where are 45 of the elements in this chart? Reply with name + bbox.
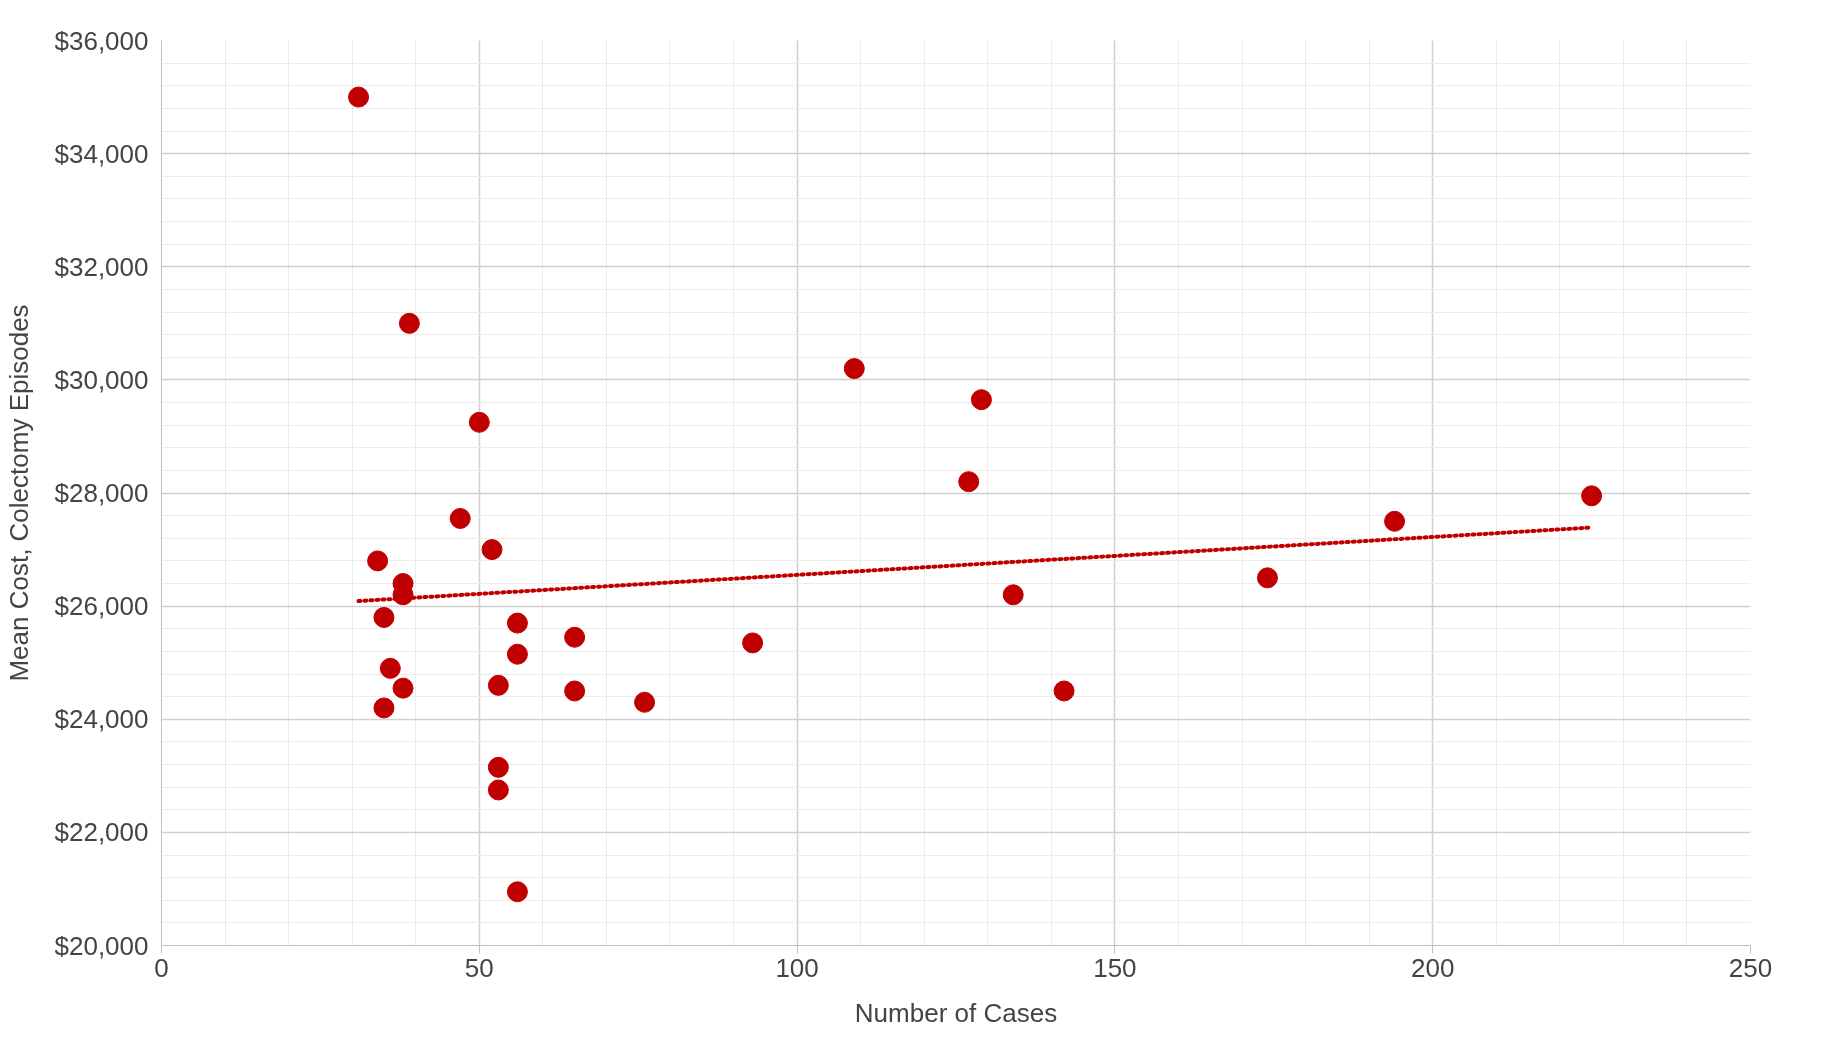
x-axis-title: Number of Cases	[854, 997, 1058, 1028]
y-tick-label: $20,000	[54, 930, 149, 961]
x-tick-label: 100	[775, 952, 819, 983]
x-tick-label: 50	[464, 952, 494, 983]
point	[487, 779, 509, 801]
point	[1384, 510, 1406, 532]
point	[634, 691, 656, 713]
point	[564, 626, 586, 648]
y-tick-label: $36,000	[54, 25, 149, 56]
point	[373, 606, 395, 628]
point	[843, 358, 865, 380]
point	[449, 507, 471, 529]
point	[506, 643, 528, 665]
point	[468, 411, 490, 433]
y-tick-label: $30,000	[54, 364, 149, 395]
point	[348, 86, 370, 108]
y-tick-label: $24,000	[54, 704, 149, 735]
point	[1002, 584, 1024, 606]
point	[398, 312, 420, 334]
point	[1256, 567, 1278, 589]
y-tick-label: $28,000	[54, 478, 149, 508]
point	[392, 677, 414, 699]
point	[487, 756, 509, 778]
point	[373, 697, 395, 719]
point	[958, 471, 980, 493]
point	[970, 389, 992, 411]
x-tick-label: 250	[1728, 952, 1773, 983]
x-tick-label: 150	[1093, 952, 1137, 983]
point	[487, 674, 509, 696]
y-tick-label: $26,000	[54, 591, 149, 622]
point	[506, 881, 528, 903]
point	[1581, 485, 1603, 507]
point	[379, 657, 401, 679]
x-tick-label: 0	[154, 952, 169, 983]
y-tick-label: $34,000	[54, 138, 149, 169]
point	[742, 632, 764, 654]
point	[564, 680, 586, 702]
y-tick-label: $32,000	[54, 251, 149, 282]
y-axis-title: Mean Cost, Colectomy Episodes	[3, 304, 34, 682]
point	[367, 550, 389, 572]
point	[506, 612, 528, 634]
y-tick-label: $22,000	[54, 817, 149, 848]
point	[481, 539, 503, 561]
point	[1053, 680, 1075, 702]
x-tick-label: 200	[1411, 952, 1455, 983]
